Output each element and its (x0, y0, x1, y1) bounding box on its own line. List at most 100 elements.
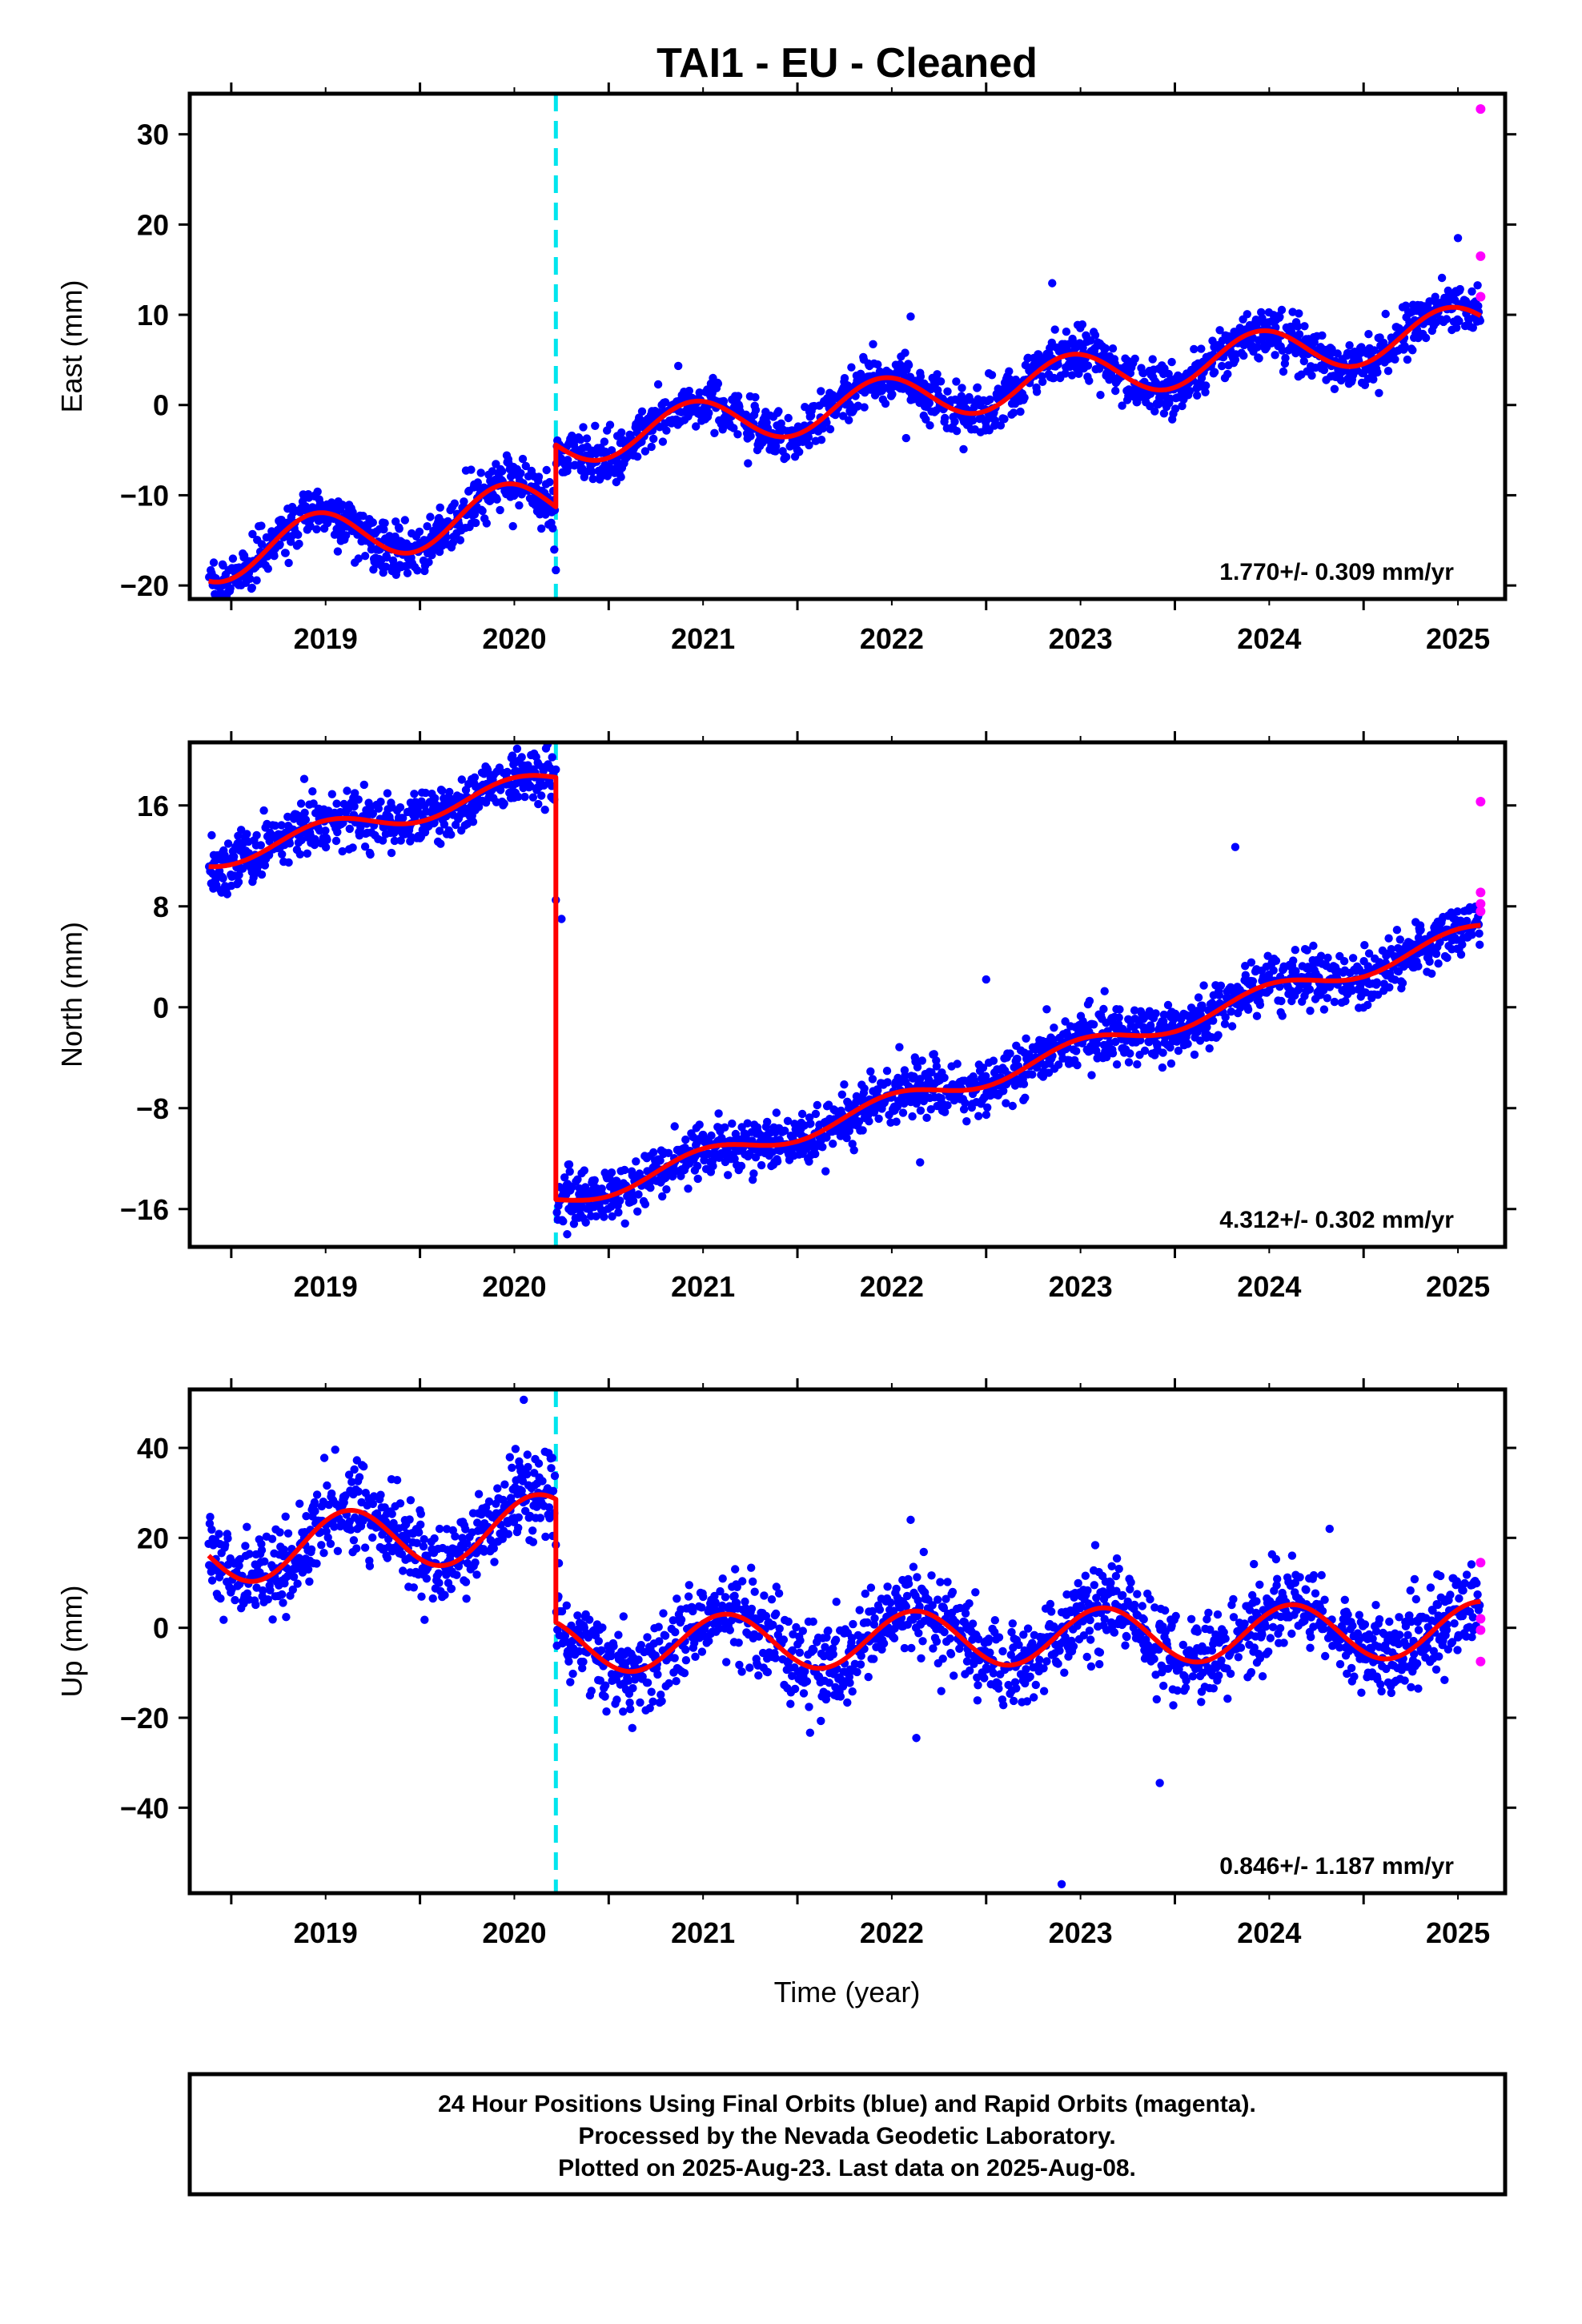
final-orbit-point (564, 1160, 574, 1169)
final-orbit-point (1115, 1005, 1124, 1014)
final-orbit-point (881, 399, 890, 408)
final-orbit-point (1197, 344, 1206, 353)
final-orbit-point (1281, 353, 1290, 363)
final-orbit-point (1330, 997, 1339, 1007)
final-orbit-point (640, 1200, 650, 1208)
final-orbit-point (585, 1615, 594, 1624)
final-orbit-point (1427, 969, 1436, 979)
final-orbit-point (207, 830, 216, 840)
final-orbit-point (1158, 1063, 1167, 1072)
final-orbit-point (470, 773, 480, 782)
final-orbit-point (900, 1099, 909, 1108)
final-orbit-point (598, 1623, 607, 1632)
final-orbit-point (508, 521, 517, 531)
final-orbit-point (321, 842, 331, 852)
final-orbit-point (1223, 369, 1232, 379)
final-orbit-point (616, 472, 625, 481)
rapid-orbit-point (1476, 251, 1486, 261)
final-orbit-point (1456, 950, 1466, 959)
final-orbit-point (528, 793, 538, 802)
final-orbit-point (1307, 371, 1316, 380)
final-orbit-point (534, 472, 544, 481)
final-orbit-point (1118, 401, 1126, 410)
final-orbit-point (653, 1670, 662, 1679)
final-orbit-point (1050, 373, 1058, 383)
final-orbit-point (548, 1454, 556, 1462)
final-orbit-point (1360, 380, 1370, 389)
final-orbit-point (451, 1532, 460, 1541)
final-orbit-point (640, 447, 650, 456)
final-orbit-point (1099, 1004, 1108, 1014)
final-orbit-outlier-point (1397, 983, 1406, 993)
final-orbit-point (626, 1705, 635, 1714)
final-orbit-point (1199, 981, 1208, 990)
final-orbit-point (656, 1156, 665, 1165)
final-orbit-point (376, 798, 385, 806)
final-orbit-point (1111, 386, 1120, 396)
final-orbit-point (898, 1108, 908, 1117)
final-orbit-point (462, 1594, 471, 1603)
final-orbit-point (1089, 1020, 1098, 1029)
final-orbit-point (1319, 365, 1329, 375)
final-orbit-point (578, 1663, 587, 1673)
final-orbit-point (916, 1106, 926, 1116)
final-orbit-point (1022, 1034, 1030, 1043)
final-orbit-point (387, 848, 396, 858)
final-orbit-point (721, 1593, 730, 1602)
final-orbit-point (528, 1526, 537, 1535)
final-orbit-point (548, 753, 556, 762)
final-orbit-point (731, 1129, 741, 1139)
final-orbit-point (619, 1707, 628, 1716)
final-orbit-point (230, 852, 239, 861)
final-orbit-point (1318, 331, 1327, 340)
final-orbit-point (773, 1157, 782, 1166)
final-orbit-point (1255, 1000, 1265, 1010)
final-orbit-point (1005, 367, 1014, 376)
final-orbit-point (691, 1652, 700, 1661)
final-orbit-point (1086, 336, 1095, 345)
final-orbit-point (337, 1518, 347, 1527)
final-orbit-point (925, 1076, 934, 1084)
final-orbit-point (422, 1574, 432, 1583)
final-orbit-point (950, 417, 959, 426)
final-orbit-point (1474, 301, 1483, 311)
final-orbit-point (505, 1453, 514, 1462)
final-orbit-point (297, 835, 306, 845)
final-orbit-point (376, 1490, 385, 1499)
final-orbit-point (693, 1174, 702, 1184)
final-orbit-point (226, 584, 235, 593)
final-orbit-point (1384, 934, 1393, 943)
final-orbit-point (784, 413, 793, 423)
y-tick-label: 8 (153, 891, 169, 923)
final-orbit-point (1442, 315, 1452, 324)
final-orbit-point (1291, 946, 1300, 955)
final-orbit-point (751, 392, 760, 402)
final-orbit-outlier-point (1231, 842, 1240, 851)
final-orbit-point (818, 1143, 827, 1152)
final-orbit-point (927, 1068, 936, 1077)
final-orbit-point (645, 1703, 654, 1713)
final-orbit-point (275, 1528, 284, 1537)
plot-area (204, 1389, 1486, 1893)
final-orbit-point (537, 524, 546, 533)
final-orbit-point (489, 1544, 498, 1553)
final-orbit-point (986, 395, 994, 404)
final-orbit-point (1078, 320, 1087, 329)
final-orbit-point (263, 565, 272, 573)
y-tick-label: −8 (136, 1092, 169, 1125)
final-orbit-point (649, 434, 658, 444)
final-orbit-point (699, 1592, 708, 1602)
final-orbit-point (319, 1454, 329, 1462)
final-orbit-point (508, 1463, 516, 1473)
final-orbit-point (1050, 1023, 1058, 1032)
final-orbit-point (1126, 1049, 1134, 1058)
final-orbit-point (257, 521, 266, 530)
final-orbit-point (987, 371, 997, 380)
final-orbit-point (573, 1611, 582, 1620)
final-orbit-point (263, 1595, 272, 1604)
final-orbit-point (1381, 309, 1390, 319)
final-orbit-point (452, 1570, 461, 1579)
final-orbit-point (711, 1598, 720, 1607)
final-orbit-point (619, 1612, 628, 1621)
